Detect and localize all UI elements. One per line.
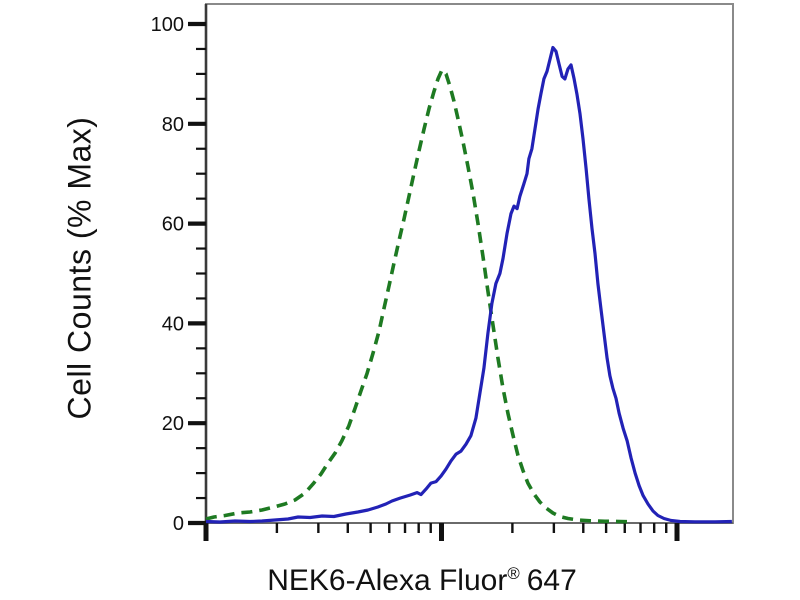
y-tick-label: 80 [162, 114, 184, 136]
y-tick-label: 40 [162, 313, 184, 335]
curve-blue-solid-curve [205, 45, 732, 524]
plot-frame [205, 3, 734, 524]
registered-trademark-symbol: ® [507, 564, 520, 583]
x-axis-title-text: NEK6-Alexa Fluor [267, 564, 508, 597]
x-axis-title: NEK6-Alexa Fluor® 647 [267, 564, 577, 598]
y-axis-title-text: Cell Counts (% Max) [61, 116, 98, 420]
y-axis-title: Cell Counts (% Max) [62, 117, 99, 420]
y-tick-label: 20 [162, 413, 184, 435]
y-tick-label: 0 [173, 513, 184, 535]
y-tick-label: 100 [151, 14, 184, 36]
curve-green-dashed-curve [205, 68, 634, 524]
x-axis-title-suffix: 647 [526, 564, 577, 597]
y-tick-label: 60 [162, 214, 184, 236]
